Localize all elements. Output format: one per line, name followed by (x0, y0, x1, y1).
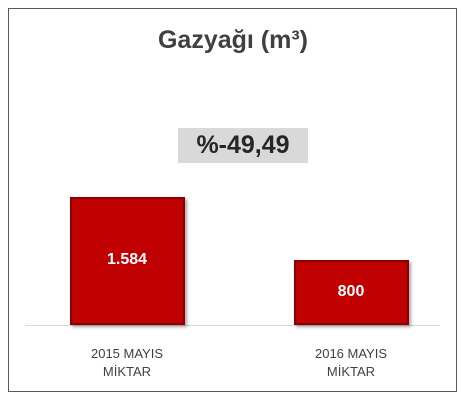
baseline (25, 325, 440, 326)
value-label: 1.584 (106, 251, 148, 268)
x-tick-label: 2016 MAYIS MİKTAR (314, 346, 388, 379)
x-tick-label: 2015 MAYIS MİKTAR (90, 346, 164, 379)
bar (293, 260, 409, 325)
chart-frame (8, 8, 457, 392)
annotation: %-49,49 (178, 128, 308, 163)
bar (69, 197, 185, 325)
value-label: 800 (337, 282, 365, 300)
chart-title: Gazyağı (m³) (157, 26, 309, 54)
